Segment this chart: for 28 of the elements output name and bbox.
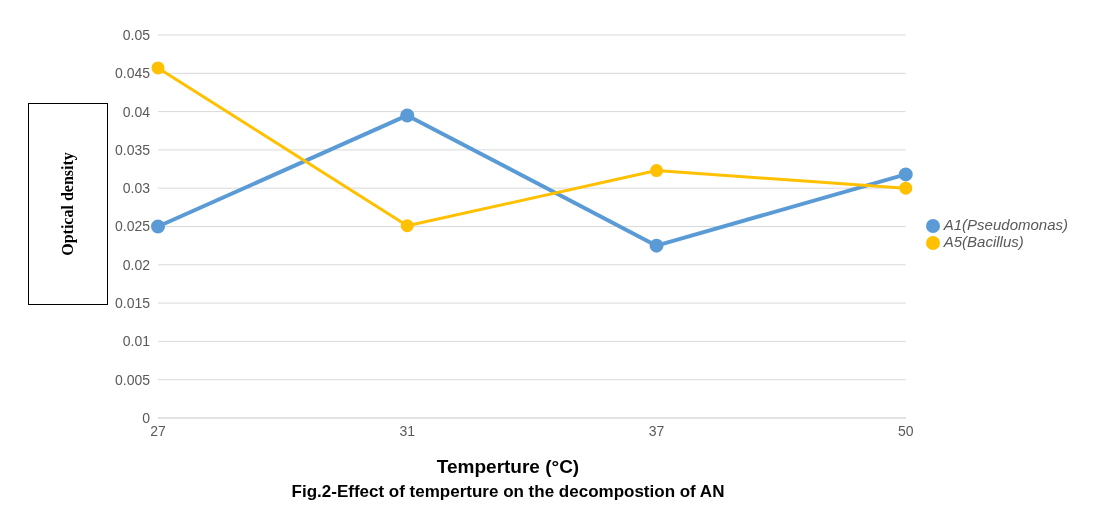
y-tick-label: 0 [142, 409, 151, 426]
point [650, 164, 664, 178]
y-tick-label: 0.045 [114, 65, 151, 82]
legend-label: A1(Pseudomonas) [943, 215, 1068, 233]
y-tick-label: 0.03 [122, 180, 151, 197]
y-tick-label: 0.01 [122, 333, 151, 350]
point [151, 61, 165, 75]
point [151, 219, 165, 234]
x-tick-label: 50 [897, 422, 914, 439]
point [649, 238, 664, 253]
y-tick-label: 0.025 [114, 218, 151, 235]
text: Fig.2-Effect of temperture on the decompostion of AN [290, 482, 726, 502]
x-tick-label: 37 [648, 422, 665, 439]
x-axis-title: Temperture (°C) [435, 456, 581, 478]
y-tick-label: 0.04 [122, 103, 151, 120]
y-tick-label: 0.005 [114, 371, 151, 388]
point [899, 181, 913, 195]
point [400, 108, 415, 123]
y-tick-label: 0.035 [114, 141, 151, 158]
y-tick-label: 0.02 [122, 256, 151, 273]
y-axis-title: Optical density [59, 152, 77, 256]
point [400, 219, 414, 233]
y-tick-label: 0.05 [122, 26, 151, 43]
x-tick-label: 31 [399, 422, 416, 439]
legend-label: A5(Bacillus) [943, 233, 1024, 250]
point [898, 167, 913, 182]
x-tick-label: 27 [150, 422, 166, 439]
y-tick-label: 0.015 [114, 295, 151, 312]
